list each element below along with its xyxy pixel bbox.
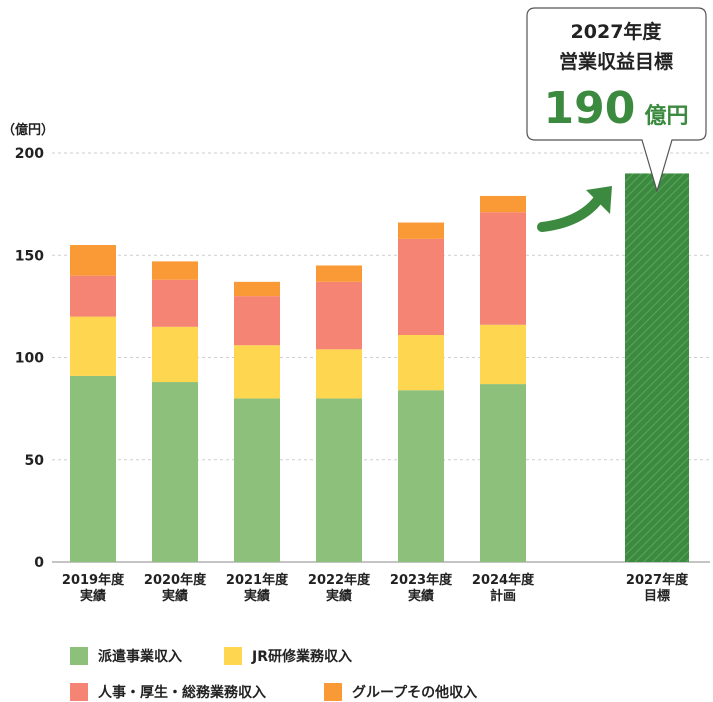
bar-segment (480, 324, 526, 385)
x-tick-label: 実績 (326, 588, 352, 604)
legend-item: 人事・厚生・総務業務収入 (70, 682, 266, 702)
x-tick-label: 2020年度 (144, 572, 207, 588)
x-tick-label: 2021年度 (226, 572, 289, 588)
legend-swatch (224, 647, 242, 665)
target-callout: 2027年度 営業収益目標 190 億円 (526, 7, 707, 194)
x-tick-label: 2019年度 (62, 572, 125, 588)
x-tick-label: 実績 (408, 588, 434, 604)
y-tick-label: 0 (34, 555, 44, 571)
bars (70, 173, 689, 562)
bar-segment (480, 195, 526, 213)
bar-segment (152, 261, 198, 280)
bar-segment (152, 279, 198, 327)
x-tick-label: 2023年度 (390, 572, 453, 588)
bar-segment (152, 382, 198, 562)
x-tick-label: 2027年度 (626, 572, 689, 588)
bar-segment (480, 384, 526, 562)
bar-segment (316, 281, 362, 350)
y-tick-label: 50 (25, 453, 45, 469)
bar-segment (70, 316, 116, 376)
legend-swatch (70, 647, 88, 665)
bar-segment (70, 375, 116, 562)
callout-unit: 億円 (644, 103, 688, 129)
y-tick-label: 150 (15, 248, 44, 264)
callout-line-2: 営業収益目標 (559, 50, 673, 73)
y-tick-label: 100 (15, 351, 44, 367)
legend-swatch (70, 683, 88, 701)
x-tick-label: 目標 (644, 588, 670, 604)
callout-line-1: 2027年度 (571, 20, 663, 43)
growth-arrow (537, 186, 612, 232)
legend-label: JR研修業務収入 (252, 649, 352, 665)
bar-segment (234, 398, 280, 562)
bar-segment (316, 349, 362, 399)
bar-segment (70, 245, 116, 276)
y-tick-label: 200 (15, 146, 44, 162)
bar-segment (398, 222, 444, 239)
x-tick-label: 2022年度 (308, 572, 371, 588)
y-tick-labels: 0 50 100 150 200 (15, 146, 44, 571)
callout-value-line: 190 億円 (544, 83, 689, 134)
bar-segment (70, 275, 116, 317)
bar-segment (398, 238, 444, 336)
legend-label: 人事・厚生・総務業務収入 (98, 685, 266, 701)
legend-item: 派遣事業収入 (70, 646, 182, 666)
legend-item: グループその他収入 (324, 682, 477, 702)
gridlines (52, 152, 710, 563)
callout-value: 190 (544, 83, 636, 134)
bar-segment (480, 212, 526, 325)
y-axis-unit: （億円） (2, 122, 54, 138)
target-bar (625, 173, 689, 562)
legend-item: JR研修業務収入 (224, 646, 352, 666)
x-tick-label: 実績 (162, 588, 188, 604)
bar-segment (234, 281, 280, 297)
bar-segment (316, 265, 362, 282)
bar-segment (152, 326, 198, 383)
bar-segment (316, 398, 362, 562)
x-tick-label: 実績 (244, 588, 270, 604)
bar-segment (398, 390, 444, 562)
x-tick-label: 実績 (80, 588, 106, 604)
bar-segment (398, 335, 444, 391)
bar-segment (234, 296, 280, 346)
x-tick-label: 2024年度 (472, 572, 535, 588)
legend-label: グループその他収入 (352, 685, 478, 701)
bar-segment (234, 345, 280, 399)
legend-label: 派遣事業収入 (98, 649, 182, 665)
category-labels: 2019年度実績2020年度実績2021年度実績2022年度実績2023年度実績… (62, 572, 689, 604)
x-tick-label: 計画 (490, 588, 516, 604)
legend-swatch (324, 683, 342, 701)
